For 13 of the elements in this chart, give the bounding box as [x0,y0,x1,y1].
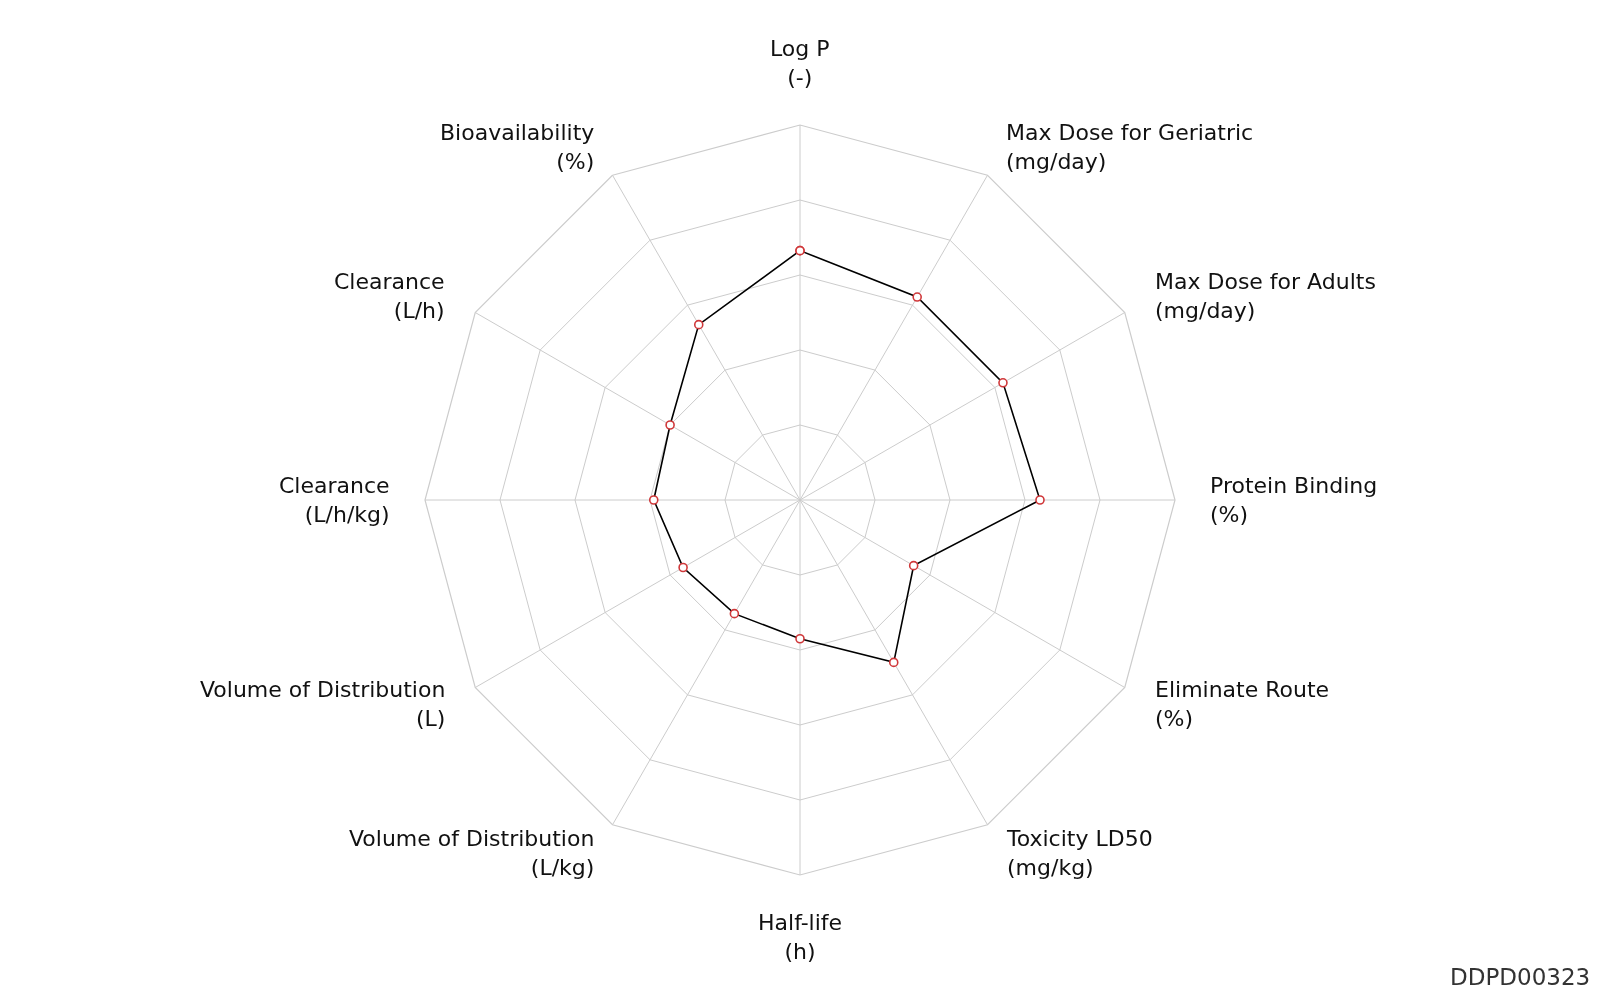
spoke-label: Clearance (L/h/kg) [279,473,390,527]
text: DDPD00323 [1450,964,1591,990]
spoke-label: Volume of Distribution (L) [200,677,446,731]
spoke-label: Clearance (L/h) [334,269,445,323]
spoke-label: Volume of Distribution (L/kg) [349,826,595,880]
spoke-label: Half-life (h) [758,910,843,964]
spoke-label: Toxicity LD50 (mg/kg) [1006,826,1153,880]
spoke-label: Max Dose for Geriatric (mg/day) [1006,120,1254,174]
spoke-label: Protein Binding (%) [1210,473,1378,527]
spoke-label: Log P (-) [770,36,830,90]
spoke-label: Bioavailability (%) [440,120,595,174]
spoke-label: Eliminate Route (%) [1155,677,1330,731]
spoke-label: Max Dose for Adults (mg/day) [1155,269,1376,323]
